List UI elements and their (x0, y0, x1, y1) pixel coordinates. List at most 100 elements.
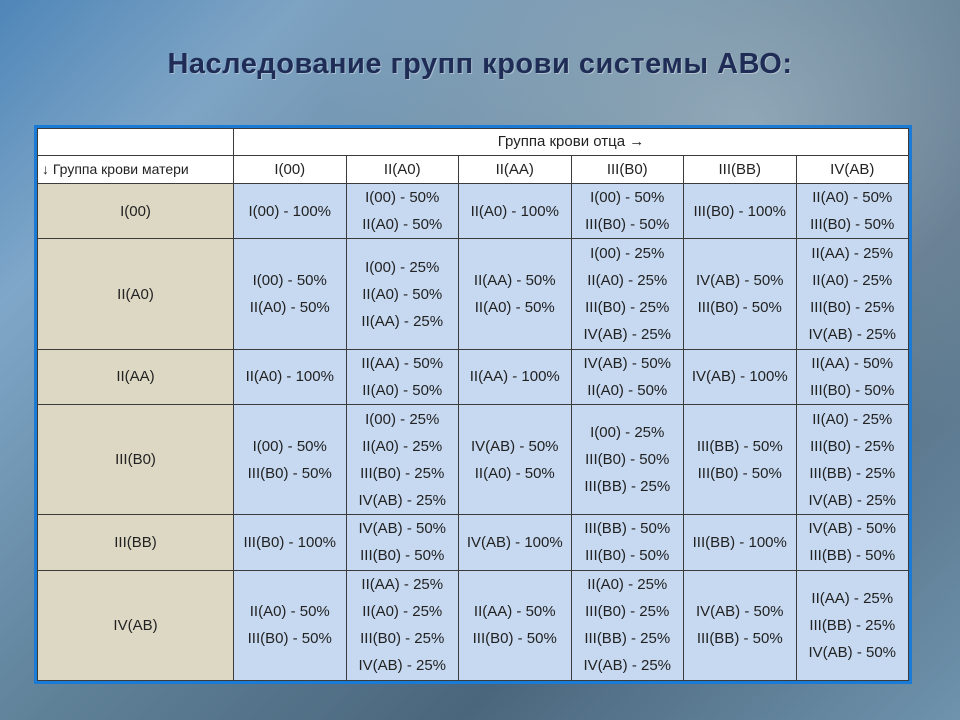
blood-group-table-frame: Группа крови отца → ↓ Группа крови матер… (34, 125, 912, 684)
father-group-header: II(AA) (458, 155, 572, 185)
offspring-probability: III(BB) - 25% (584, 478, 671, 496)
offspring-probability: II(AA) - 25% (361, 312, 444, 330)
offspring-probability: III(BB) - 100% (692, 533, 787, 551)
table-body: Группа крови отца → ↓ Группа крови матер… (37, 127, 909, 682)
offspring-cell: II(AA) - 50% III(B0) - 50% (458, 569, 572, 682)
offspring-probability: II(AA) - 25% (811, 245, 894, 263)
offspring-cell: II(A0) - 25% III(B0) - 25% III(BB) - 25% IV… (570, 569, 684, 682)
mother-group-cell: IV(AB) (37, 569, 234, 682)
offspring-cell: I(00) - 100% (233, 183, 347, 240)
offspring-probability: II(A0) - 25% (362, 437, 443, 455)
offspring-cell: IV(AB) - 50% II(A0) - 50% (570, 348, 684, 405)
offspring-probability: III(B0) - 100% (693, 202, 787, 220)
offspring-cell: I(00) - 50% II(A0) - 50% (233, 238, 347, 350)
table-row: I(00) I(00) - 100% I(00) - 50% II(A0) - 50%… (37, 183, 909, 240)
offspring-probability: II(A0) - 50% (474, 299, 555, 317)
offspring-probability: III(B0) - 25% (585, 603, 670, 621)
offspring-cell: I(00) - 25% II(A0) - 50% II(AA) - 25% (345, 238, 459, 350)
offspring-cell: III(BB) - 50% III(B0) - 50% (683, 403, 797, 516)
offspring-cell: I(00) - 25% II(A0) - 25% III(B0) - 25% IV(A… (345, 403, 459, 516)
offspring-probability: III(B0) - 50% (585, 451, 670, 469)
offspring-probability: II(A0) - 50% (362, 285, 443, 303)
table-row: II(A0) I(00) - 50% II(A0) - 50% I(00) - 25%… (37, 238, 909, 350)
offspring-probability: III(B0) - 100% (243, 533, 337, 551)
offspring-probability: III(BB) - 25% (809, 616, 896, 634)
offspring-probability: III(B0) - 50% (585, 216, 670, 234)
offspring-cell: IV(AB) - 50% II(A0) - 50% (458, 403, 572, 516)
offspring-probability: I(00) - 100% (248, 202, 332, 220)
offspring-probability: III(BB) - 25% (584, 630, 671, 648)
father-group-header: III(BB) (683, 155, 797, 185)
offspring-probability: I(00) - 50% (590, 189, 665, 207)
offspring-probability: IV(AB) - 50% (808, 520, 897, 538)
offspring-cell: III(B0) - 100% (683, 183, 797, 240)
table-row: III(B0) I(00) - 50% III(B0) - 50% I(00) - 2… (37, 403, 909, 516)
table-row: IV(AB) II(A0) - 50% III(B0) - 50% II(AA) - … (37, 569, 909, 682)
father-group-header: III(B0) (570, 155, 684, 185)
offspring-probability: I(00) - 50% (252, 437, 327, 455)
offspring-probability: II(A0) - 50% (812, 189, 893, 207)
blood-group-table: Группа крови отца → ↓ Группа крови матер… (37, 127, 909, 682)
offspring-cell: IV(AB) - 50% III(B0) - 50% (345, 514, 459, 571)
table-row: II(AA) II(A0) - 100% II(AA) - 50% II(A0) - … (37, 348, 909, 405)
offspring-probability: III(B0) - 50% (360, 547, 445, 565)
offspring-cell: II(AA) - 50% III(B0) - 50% (795, 348, 909, 405)
offspring-probability: II(AA) - 50% (361, 354, 444, 372)
offspring-probability: III(BB) - 50% (809, 547, 896, 565)
offspring-cell: II(A0) - 100% (458, 183, 572, 240)
offspring-probability: III(B0) - 50% (472, 630, 557, 648)
offspring-probability: IV(AB) - 50% (695, 603, 784, 621)
offspring-cell: III(B0) - 100% (233, 514, 347, 571)
offspring-probability: III(B0) - 25% (585, 299, 670, 317)
mother-group-cell: III(B0) (37, 403, 234, 516)
offspring-cell: I(00) - 50% III(B0) - 50% (570, 183, 684, 240)
offspring-probability: II(A0) - 50% (474, 464, 555, 482)
offspring-probability: II(A0) - 50% (249, 299, 330, 317)
offspring-probability: II(A0) - 25% (362, 603, 443, 621)
offspring-probability: III(B0) - 25% (360, 464, 445, 482)
corner-cell (37, 127, 234, 157)
father-header-row: Группа крови отца → (37, 127, 909, 157)
offspring-probability: IV(AB) - 25% (358, 657, 447, 675)
offspring-probability: III(B0) - 50% (585, 547, 670, 565)
offspring-cell: II(A0) - 100% (233, 348, 347, 405)
offspring-probability: IV(AB) - 25% (583, 326, 672, 344)
offspring-cell: IV(AB) - 50% III(BB) - 50% (795, 514, 909, 571)
offspring-probability: II(A0) - 50% (587, 381, 668, 399)
offspring-probability: I(00) - 25% (590, 245, 665, 263)
offspring-cell: IV(AB) - 50% III(B0) - 50% (683, 238, 797, 350)
offspring-probability: III(BB) - 50% (696, 437, 783, 455)
offspring-probability: II(A0) - 25% (587, 576, 668, 594)
offspring-cell: II(AA) - 25% III(BB) - 25% IV(AB) - 50% (795, 569, 909, 682)
offspring-probability: II(A0) - 50% (249, 603, 330, 621)
offspring-probability: IV(AB) - 25% (583, 657, 672, 675)
offspring-probability: II(AA) - 100% (469, 368, 560, 386)
offspring-probability: III(B0) - 50% (247, 630, 332, 648)
offspring-cell: II(A0) - 50% III(B0) - 50% (795, 183, 909, 240)
mother-group-cell: II(AA) (37, 348, 234, 405)
offspring-cell: IV(AB) - 100% (683, 348, 797, 405)
table-row: III(BB) III(B0) - 100% IV(AB) - 50% III(B0)… (37, 514, 909, 571)
offspring-cell: II(AA) - 50% II(A0) - 50% (458, 238, 572, 350)
father-header: Группа крови отца → (233, 127, 909, 157)
offspring-cell: II(AA) - 100% (458, 348, 572, 405)
offspring-cell: III(BB) - 100% (683, 514, 797, 571)
offspring-probability: II(A0) - 100% (245, 368, 334, 386)
offspring-cell: I(00) - 25% III(B0) - 50% III(BB) - 25% (570, 403, 684, 516)
offspring-probability: III(BB) - 50% (584, 520, 671, 538)
offspring-probability: III(B0) - 50% (247, 464, 332, 482)
offspring-probability: III(B0) - 25% (810, 299, 895, 317)
offspring-probability: IV(AB) - 100% (466, 533, 563, 551)
offspring-probability: IV(AB) - 25% (808, 326, 897, 344)
offspring-probability: I(00) - 25% (590, 424, 665, 442)
offspring-probability: I(00) - 50% (365, 189, 440, 207)
offspring-probability: II(A0) - 25% (587, 272, 668, 290)
page-title: Наследование групп крови системы АВО: (167, 48, 793, 80)
offspring-probability: II(A0) - 100% (470, 202, 559, 220)
father-group-header: I(00) (233, 155, 347, 185)
offspring-probability: III(B0) - 50% (697, 299, 782, 317)
offspring-probability: IV(AB) - 50% (808, 643, 897, 661)
offspring-probability: II(AA) - 25% (361, 576, 444, 594)
father-group-header: IV(AB) (795, 155, 909, 185)
offspring-cell: III(BB) - 50% III(B0) - 50% (570, 514, 684, 571)
